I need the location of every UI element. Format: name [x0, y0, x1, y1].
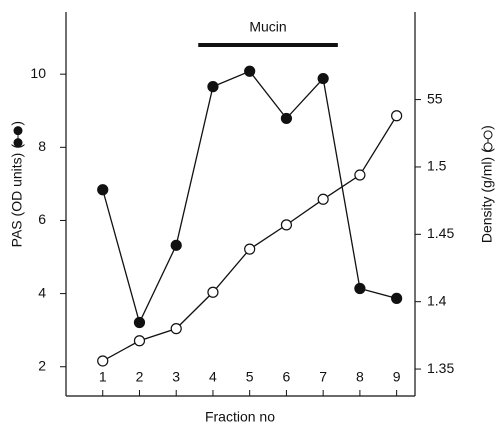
y-tick-label: 8: [38, 138, 46, 154]
data-point: [244, 243, 256, 255]
y-axis-label: PAS (OD units): [9, 153, 25, 248]
data-point: [280, 219, 293, 231]
series-line: [102, 115, 398, 362]
data-point: [244, 65, 256, 77]
y-tick-label: 4: [38, 284, 46, 300]
x-tick-label: 7: [319, 369, 327, 385]
paren: ): [479, 125, 495, 130]
data-point: [97, 184, 109, 196]
y-tick-label: 2: [38, 357, 46, 373]
data-point: [354, 169, 366, 181]
x-tick-label: 8: [356, 369, 364, 385]
data-point: [317, 193, 329, 205]
data-point: [354, 282, 366, 295]
data-point: [317, 72, 329, 85]
annotation-label: Mucin: [249, 19, 286, 35]
legend-marker: [483, 130, 493, 140]
legend-marker: [13, 126, 23, 136]
y2-axis-label: Density (g/ml): [479, 157, 495, 243]
y2-tick-label: 55: [427, 90, 443, 106]
x-tick-label: 2: [136, 369, 144, 385]
data-point: [207, 286, 219, 298]
x-tick-label: 3: [172, 369, 180, 385]
x-tick-label: 6: [283, 369, 291, 385]
series-line: [102, 70, 397, 325]
paren: ): [9, 121, 25, 126]
y2-tick-label: 1.35: [427, 360, 454, 376]
x-axis-label: Fraction no: [205, 409, 275, 425]
y2-tick-label: 1.4: [427, 292, 447, 308]
x-tick-label: 5: [246, 369, 254, 385]
x-tick-label: 4: [209, 369, 217, 385]
data-point: [391, 110, 403, 122]
x-tick-label: 1: [99, 369, 107, 385]
data-point: [207, 81, 219, 93]
y2-axis-label-group: Density (g/ml)(): [479, 125, 495, 243]
data-point: [133, 335, 146, 347]
data-point: [97, 355, 109, 367]
data-point: [133, 316, 146, 329]
y2-tick-label: 1.5: [427, 158, 447, 174]
legend-marker: [13, 138, 23, 148]
y-tick-label: 6: [38, 211, 46, 227]
data-point: [280, 112, 293, 125]
x-tick-label: 9: [393, 369, 401, 385]
y-axis-label-group: PAS (OD units)(): [9, 121, 25, 247]
legend-marker: [483, 142, 493, 152]
y2-tick-label: 1.45: [427, 225, 454, 241]
data-point: [170, 239, 182, 251]
y-tick-label: 10: [30, 65, 46, 81]
data-point: [170, 323, 182, 335]
data-point: [391, 292, 403, 304]
